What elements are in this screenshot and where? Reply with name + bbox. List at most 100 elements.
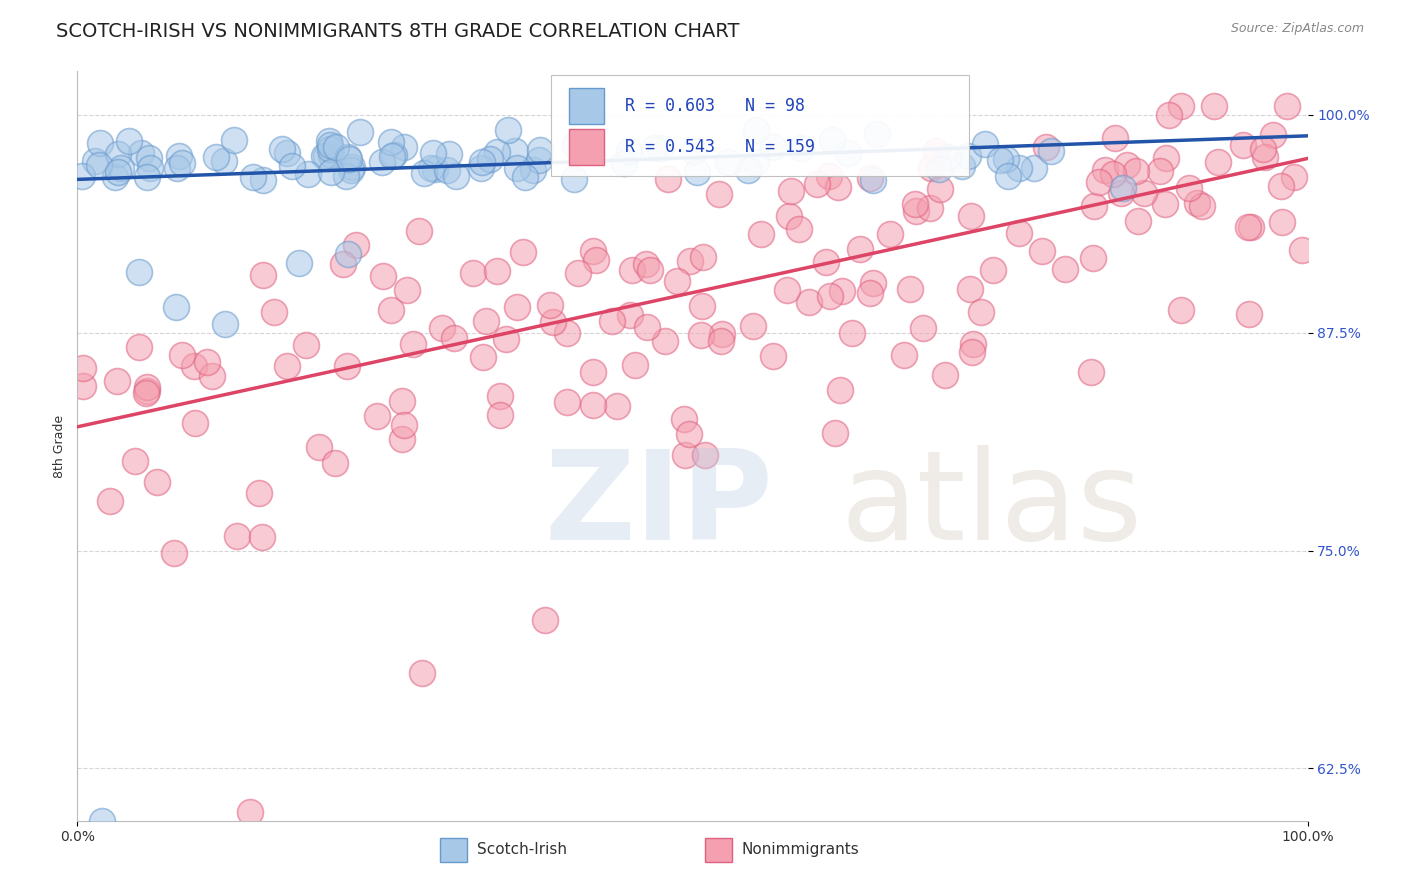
Point (636, 320, 658, 334)
Point (643, 141, 665, 155)
Point (970, 305, 993, 319)
Point (742, 318, 765, 333)
Point (107, 165, 129, 179)
Point (430, 321, 453, 335)
Point (692, 250, 714, 264)
Point (1253, 150, 1275, 164)
Point (673, 449, 696, 463)
Point (1080, 365, 1102, 379)
Point (1170, 99, 1192, 113)
Point (325, 140, 347, 154)
Point (72, 360, 94, 375)
Point (391, 394, 413, 409)
Point (129, 145, 152, 160)
Point (562, 172, 585, 186)
Point (195, 355, 218, 369)
Point (1104, 131, 1126, 145)
Point (693, 448, 716, 462)
Point (959, 282, 981, 296)
Point (717, 155, 740, 169)
Point (89, 136, 111, 150)
Point (862, 277, 884, 291)
Point (862, 173, 884, 187)
Point (988, 153, 1011, 168)
Point (751, 227, 773, 241)
Point (166, 161, 188, 176)
Point (380, 302, 402, 317)
Point (1208, 155, 1230, 169)
Point (1112, 181, 1135, 195)
Point (1275, 99, 1298, 113)
Text: SCOTCH-IRISH VS NONIMMIGRANTS 8TH GRADE CORRELATION CHART: SCOTCH-IRISH VS NONIMMIGRANTS 8TH GRADE … (56, 22, 740, 41)
Point (226, 529, 249, 543)
Point (472, 350, 495, 364)
Point (136, 384, 159, 398)
Point (776, 283, 799, 297)
Point (789, 221, 811, 235)
Point (934, 368, 956, 382)
Point (239, 805, 262, 819)
Point (371, 268, 394, 283)
Point (654, 334, 676, 348)
Text: Scotch-Irish: Scotch-Irish (477, 842, 567, 857)
Point (820, 289, 842, 303)
Point (392, 417, 415, 432)
Point (928, 182, 950, 196)
Point (512, 245, 534, 260)
Point (392, 140, 415, 154)
Point (332, 257, 354, 271)
Point (425, 162, 447, 177)
Point (336, 150, 359, 164)
Point (105, 375, 128, 389)
Text: Source: ZipAtlas.com: Source: ZipAtlas.com (1230, 22, 1364, 36)
Point (555, 394, 578, 409)
Point (470, 161, 492, 176)
Point (436, 163, 458, 178)
Point (582, 244, 605, 258)
Point (1031, 244, 1053, 258)
Point (402, 337, 425, 351)
Point (318, 134, 340, 148)
Point (252, 173, 274, 187)
Point (859, 171, 882, 186)
Point (1125, 163, 1147, 178)
Point (380, 135, 402, 149)
Point (391, 432, 413, 446)
Point (582, 365, 605, 379)
Point (1102, 168, 1125, 182)
Point (820, 133, 842, 147)
Point (672, 411, 695, 425)
Point (1094, 162, 1116, 177)
Point (408, 224, 430, 238)
Point (830, 383, 852, 397)
Point (762, 139, 785, 153)
Point (1270, 178, 1292, 193)
Point (997, 169, 1019, 183)
Point (169, 149, 191, 163)
Point (1007, 161, 1029, 175)
Point (336, 359, 359, 374)
Point (139, 161, 162, 176)
Point (276, 359, 298, 373)
Point (128, 265, 150, 279)
Point (495, 332, 517, 346)
Point (762, 349, 785, 363)
Bar (704, 838, 733, 862)
Point (319, 147, 342, 161)
Point (1083, 199, 1105, 213)
Point (201, 368, 224, 383)
Point (925, 144, 948, 158)
Point (634, 257, 657, 271)
Point (879, 227, 901, 241)
Point (506, 161, 529, 175)
Point (288, 256, 311, 270)
Point (678, 427, 700, 442)
Point (165, 300, 187, 314)
Point (1111, 186, 1133, 200)
Point (962, 345, 984, 359)
Point (170, 155, 193, 169)
Point (920, 161, 942, 176)
Point (381, 149, 404, 163)
Point (624, 358, 647, 372)
Point (1053, 261, 1076, 276)
